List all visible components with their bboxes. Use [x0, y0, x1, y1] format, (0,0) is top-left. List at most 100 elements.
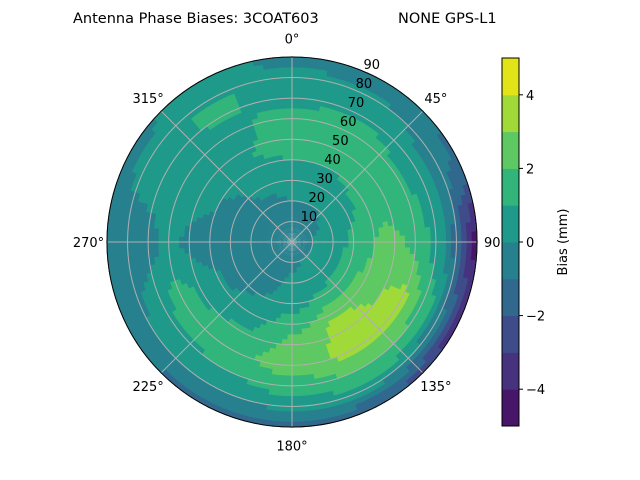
contour-cell: [297, 256, 301, 262]
contour-cell: [286, 324, 293, 330]
contour-cell: [296, 244, 302, 249]
contour-cell: [338, 385, 351, 395]
contour-cell: [382, 221, 390, 229]
contour-cell: [283, 227, 288, 234]
contour-cell: [137, 225, 144, 235]
contour-cell: [304, 214, 310, 221]
contour-cell: [271, 254, 277, 260]
contour-cell: [267, 213, 273, 220]
contour-cell: [307, 267, 313, 274]
contour-cell: [320, 269, 327, 276]
contour-cell: [262, 259, 269, 266]
contour-cell: [284, 118, 293, 125]
contour-cell: [296, 148, 303, 156]
contour-cell: [263, 409, 276, 417]
contour-cell: [338, 218, 346, 224]
contour-cell: [440, 233, 447, 243]
contour-cell: [178, 252, 186, 261]
contour-cell: [289, 231, 291, 238]
contour-cell: [307, 253, 314, 259]
contour-cell: [256, 232, 263, 236]
contour-cell: [393, 252, 400, 260]
contour-cell: [288, 303, 293, 310]
contour-cell: [435, 183, 445, 196]
contour-cell: [291, 303, 296, 310]
contour-cell: [291, 349, 299, 356]
contour-cell: [262, 372, 272, 380]
contour-cell: [122, 285, 131, 298]
contour-cell: [273, 209, 279, 216]
contour-cell: [258, 225, 265, 230]
contour-cell: [465, 222, 473, 234]
contour-cell: [292, 242, 295, 248]
contour-cell: [368, 232, 375, 239]
contour-cell: [283, 385, 293, 392]
contour-cell: [273, 405, 285, 413]
contour-cell: [294, 232, 299, 238]
contour-cell: [239, 262, 247, 269]
contour-cell: [267, 258, 273, 264]
contour-cell: [282, 236, 288, 240]
contour-cell: [326, 228, 333, 233]
contour-cell: [311, 213, 317, 220]
contour-cell: [287, 205, 291, 212]
contour-cell: [268, 188, 274, 196]
contour-cell: [346, 409, 360, 419]
contour-cell: [262, 62, 275, 70]
contour-cell: [264, 254, 271, 260]
contour-cell: [298, 255, 303, 261]
contour-cell: [343, 399, 356, 410]
contour-cell: [209, 249, 216, 256]
contour-cell: [302, 213, 307, 220]
contour-cell: [348, 241, 355, 246]
contour-cell: [315, 190, 321, 198]
radial-tick-label: 20: [308, 191, 325, 206]
contour-cell: [454, 258, 462, 270]
contour-cell: [270, 193, 276, 200]
contour-cell: [230, 247, 237, 253]
contour-cell: [435, 225, 442, 236]
contour-cell: [274, 134, 282, 141]
contour-cell: [337, 236, 344, 240]
contour-cell: [414, 227, 421, 237]
contour-cell: [235, 407, 248, 417]
contour-cell: [281, 249, 286, 255]
contour-cell: [459, 258, 467, 271]
contour-cell: [392, 218, 400, 227]
contour-cell: [142, 241, 149, 251]
contour-cell: [304, 249, 311, 254]
contour-cell: [126, 241, 133, 252]
contour-cell: [368, 237, 375, 243]
contour-cell: [419, 248, 427, 257]
contour-cell: [403, 253, 411, 262]
contour-cell: [311, 247, 318, 251]
contour-cell: [296, 328, 303, 336]
contour-cell: [297, 359, 306, 366]
contour-cell: [281, 328, 288, 336]
contour-cell: [312, 372, 322, 380]
contour-cell: [265, 195, 272, 203]
contour-cell: [285, 232, 290, 238]
contour-cell: [249, 258, 256, 264]
contour-cell: [296, 237, 302, 240]
contour-cell: [111, 231, 118, 243]
contour-cell: [295, 256, 298, 263]
contour-cell: [229, 306, 238, 315]
contour-cell: [343, 241, 350, 246]
contour-cell: [281, 242, 287, 245]
contour-cell: [398, 223, 406, 232]
contour-cell: [137, 256, 145, 268]
contour-cell: [287, 318, 293, 325]
contour-cell: [297, 113, 307, 120]
contour-cell: [465, 250, 473, 262]
contour-cell: [266, 389, 278, 397]
contour-cell: [291, 189, 295, 196]
contour-cell: [338, 260, 346, 266]
contour-cell: [284, 370, 293, 377]
contour-cell: [293, 226, 295, 232]
contour-cell: [279, 265, 283, 272]
contour-cell: [308, 409, 321, 417]
contour-cell: [194, 255, 202, 263]
contour-cell: [415, 241, 422, 250]
contour-cell: [273, 248, 279, 253]
